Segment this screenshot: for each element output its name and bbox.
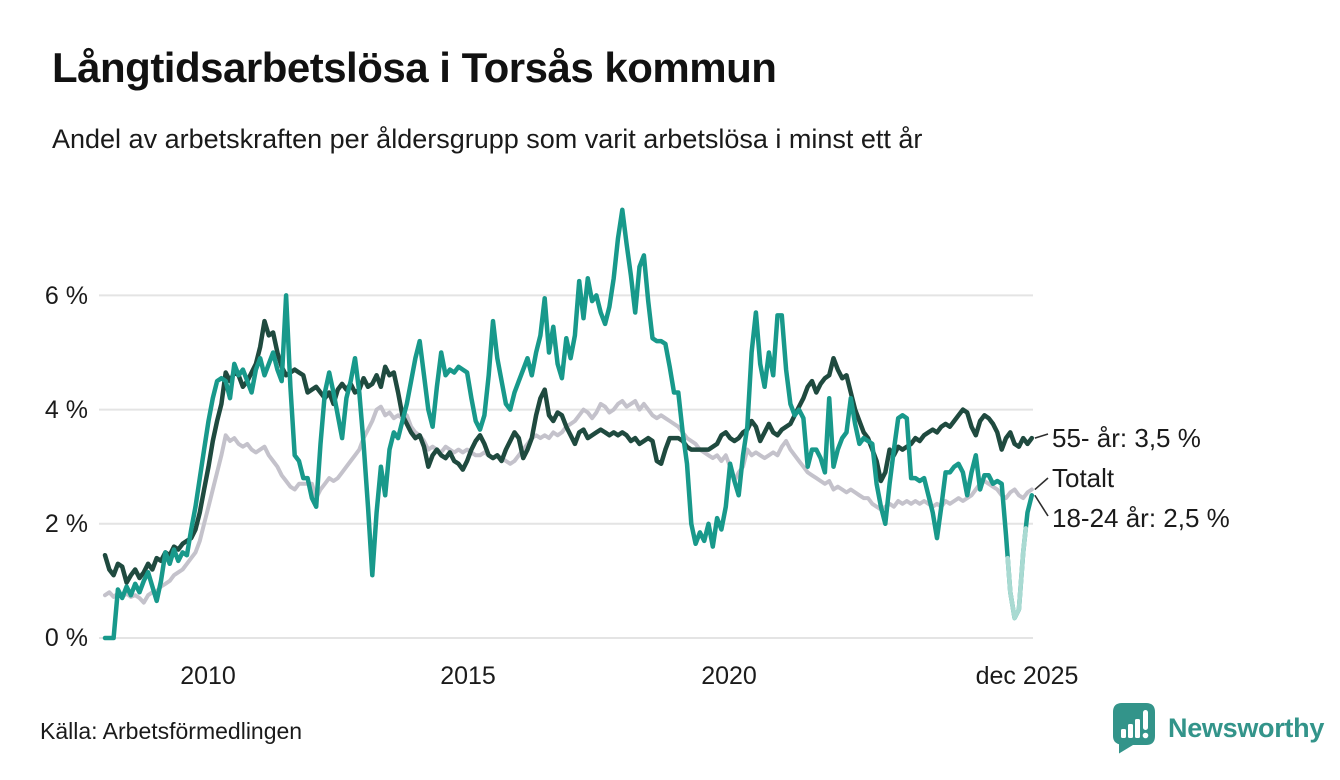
chart-subtitle: Andel av arbetskraften per åldersgrupp s… [52, 124, 923, 154]
series-line-55-r [102, 318, 1035, 585]
series-line-18-24-r [102, 207, 1035, 641]
page-title: Långtidsarbetslösa i Torsås kommun [52, 44, 777, 91]
y-tick-label: 0 % [44, 624, 88, 652]
series-label-55-ar: 55- år: 3,5 % [1052, 423, 1201, 453]
x-tick-label: 2010 [180, 662, 236, 690]
series-label-18-24-ar: 18-24 år: 2,5 % [1052, 503, 1230, 533]
source-caption: Källa: Arbetsförmedlingen [40, 718, 303, 744]
newsworthy-bubble-icon [1113, 703, 1155, 754]
y-tick-label: 6 % [44, 282, 88, 310]
series-line-Totalt [103, 399, 1034, 605]
x-tick-label: dec 2025 [975, 662, 1079, 690]
y-tick-label: 4 % [44, 396, 88, 424]
x-tick-label: 2015 [440, 662, 496, 690]
series-line-light-segment [1005, 526, 1029, 621]
x-tick-label: 2020 [701, 662, 757, 690]
newsworthy-wordmark: Newsworthy [1168, 712, 1325, 743]
y-tick-label: 2 % [44, 510, 88, 538]
label-leader-line [1034, 477, 1049, 491]
label-leader-line [1034, 494, 1049, 517]
series-label-totalt: Totalt [1052, 463, 1115, 493]
label-leader-line [1034, 433, 1049, 439]
newsworthy-logo[interactable]: Newsworthy [1112, 702, 1324, 754]
